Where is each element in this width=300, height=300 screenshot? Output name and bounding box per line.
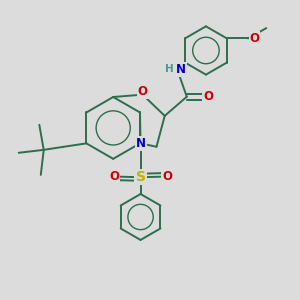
Text: O: O — [138, 85, 148, 98]
Text: O: O — [203, 90, 213, 103]
Text: N: N — [176, 63, 186, 76]
Text: S: S — [136, 170, 146, 184]
Text: O: O — [109, 170, 119, 183]
Text: O: O — [162, 170, 172, 183]
Text: H: H — [165, 64, 174, 74]
Text: N: N — [136, 137, 146, 150]
Text: O: O — [250, 32, 260, 45]
